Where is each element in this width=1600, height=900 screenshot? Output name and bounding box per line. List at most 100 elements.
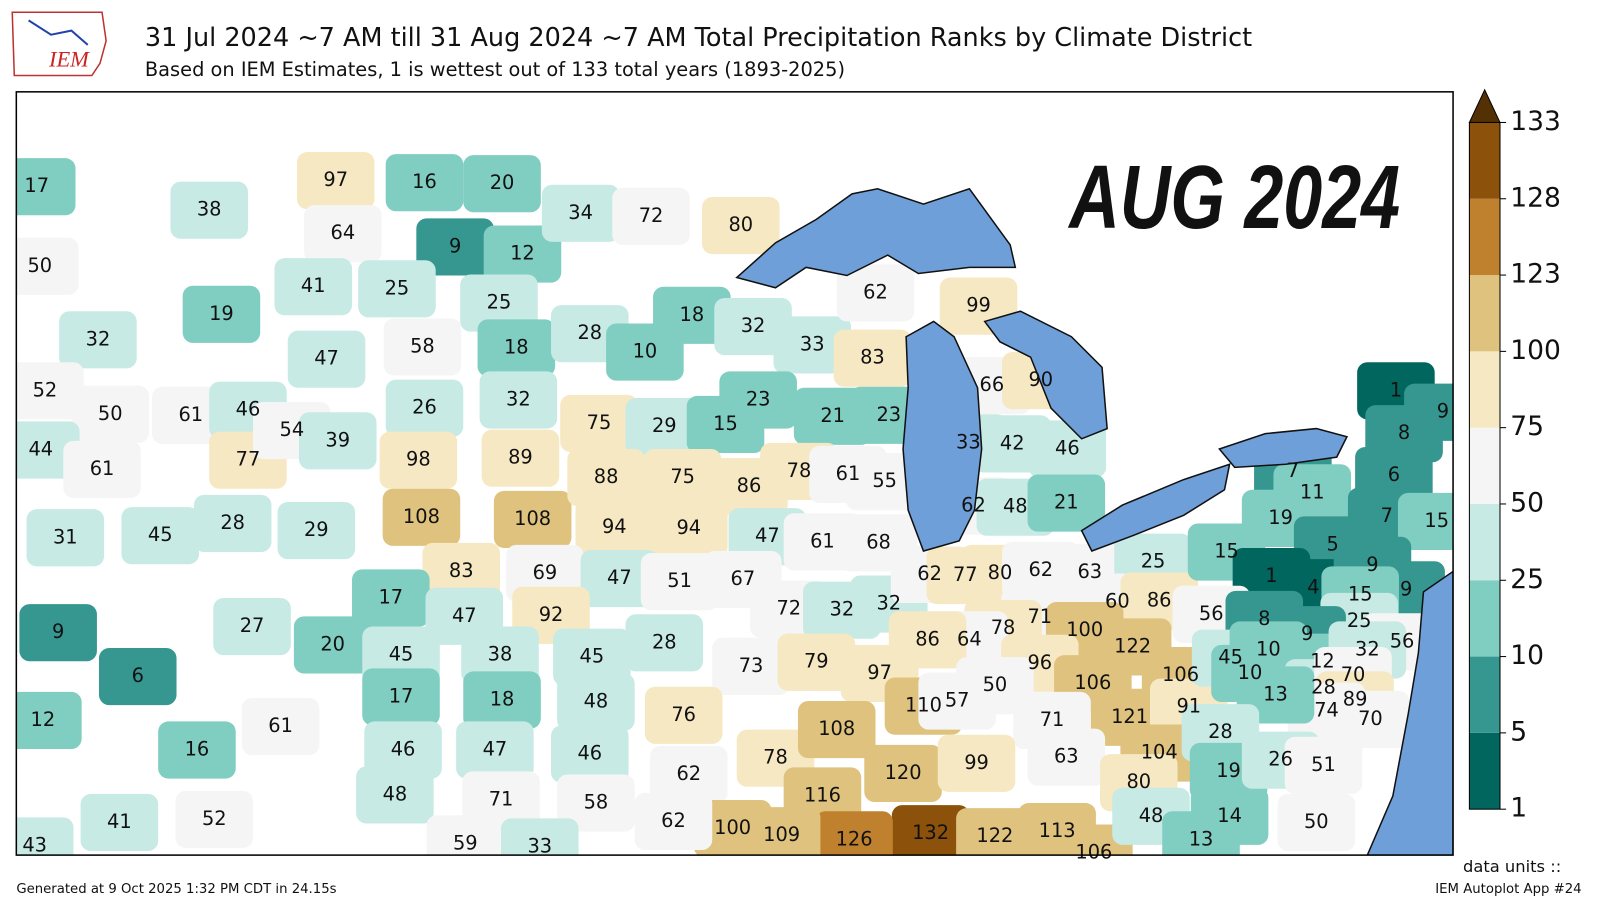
district xyxy=(379,431,458,489)
district-rank: 64 xyxy=(331,221,356,244)
colorbar-tick-label: 128 xyxy=(1510,182,1561,213)
district-rank: 10 xyxy=(1238,661,1263,684)
district-rank: 97 xyxy=(867,661,892,684)
colorbar-tick-label: 25 xyxy=(1510,564,1544,595)
district-rank: 94 xyxy=(602,515,627,538)
annotation: AUG 2024 xyxy=(1068,148,1401,248)
district-rank: 33 xyxy=(527,834,552,857)
district-rank: 18 xyxy=(680,303,705,326)
district-rank: 46 xyxy=(1055,436,1080,459)
colorbar-tick-label: 100 xyxy=(1510,335,1561,366)
district xyxy=(1162,811,1240,856)
lake-ontario xyxy=(1218,427,1349,469)
district-rank: 11 xyxy=(1300,480,1325,503)
district xyxy=(358,260,436,318)
district xyxy=(456,721,534,779)
district-rank: 12 xyxy=(510,242,535,265)
district xyxy=(560,394,638,453)
colorbar-bin xyxy=(1469,427,1500,504)
district-rank: 98 xyxy=(406,448,431,471)
district xyxy=(26,509,105,567)
district-rank: 20 xyxy=(320,632,345,655)
district-rank: 41 xyxy=(301,274,326,297)
district-rank: 57 xyxy=(945,689,970,712)
district-rank: 33 xyxy=(956,430,981,453)
district xyxy=(634,792,713,850)
district-rank: 126 xyxy=(836,827,873,850)
district xyxy=(493,490,572,548)
lake-michigan xyxy=(902,320,983,552)
colorbar-tick-label: 75 xyxy=(1510,411,1544,442)
district-rank: 74 xyxy=(1314,699,1339,722)
district-rank: 78 xyxy=(991,616,1016,639)
district-rank: 7 xyxy=(1381,504,1393,527)
district-rank: 38 xyxy=(197,198,222,221)
district xyxy=(460,274,538,332)
district-rank: 78 xyxy=(763,746,788,769)
district-rank: 122 xyxy=(976,824,1013,847)
district-rank: 9 xyxy=(1301,622,1313,645)
district-rank: 32 xyxy=(86,327,111,350)
district-rank: 45 xyxy=(580,645,605,668)
district-rank: 61 xyxy=(810,529,835,552)
district xyxy=(16,158,76,216)
district xyxy=(815,811,893,856)
district-rank: 26 xyxy=(1268,748,1293,771)
district-rank: 75 xyxy=(587,411,612,434)
district-rank: 28 xyxy=(652,630,677,653)
district-rank: 44 xyxy=(28,438,53,461)
lake-superior xyxy=(735,187,1017,289)
colorbar-bin xyxy=(1469,656,1500,733)
colorbar-bin xyxy=(1469,351,1500,428)
district-rank: 52 xyxy=(202,807,227,830)
district xyxy=(1027,728,1106,786)
district xyxy=(385,154,464,212)
district-rank: 99 xyxy=(966,294,991,317)
district xyxy=(1027,474,1106,532)
district xyxy=(501,818,579,856)
district-rank: 50 xyxy=(98,402,123,425)
district-rank: 97 xyxy=(323,168,348,191)
district-rank: 10 xyxy=(1256,638,1281,661)
district-rank: 48 xyxy=(1139,804,1164,827)
district-rank: 108 xyxy=(818,717,855,740)
logo-text: IEM xyxy=(48,46,90,71)
district-rank: 31 xyxy=(53,525,78,548)
district-rank: 47 xyxy=(483,738,508,761)
district xyxy=(98,647,177,706)
district xyxy=(16,691,82,749)
district-rank: 18 xyxy=(490,688,515,711)
district-rank: 21 xyxy=(1054,491,1079,514)
district xyxy=(158,721,236,779)
district-rank: 108 xyxy=(403,505,440,528)
district xyxy=(364,721,442,779)
district xyxy=(16,237,79,295)
map-frame xyxy=(15,91,1454,856)
district xyxy=(483,225,562,283)
district xyxy=(864,744,942,803)
district xyxy=(553,628,631,686)
district xyxy=(422,542,500,600)
district-rank: 9 xyxy=(449,234,461,257)
district-rank: 62 xyxy=(661,809,686,832)
district-rank: 28 xyxy=(220,511,245,534)
district xyxy=(462,771,540,829)
district-rank: 15 xyxy=(1214,540,1239,563)
district xyxy=(19,604,97,662)
district-rank: 9 xyxy=(1366,553,1378,576)
district-rank: 62 xyxy=(917,562,942,585)
district-rank: 59 xyxy=(453,831,478,854)
district-rank: 78 xyxy=(787,459,812,482)
district xyxy=(477,319,556,377)
district-rank: 10 xyxy=(633,340,658,363)
district-rank: 15 xyxy=(1424,509,1449,532)
district-rank: 62 xyxy=(863,280,888,303)
district-rank: 60 xyxy=(1105,590,1130,613)
district-rank: 27 xyxy=(240,614,265,637)
district xyxy=(1284,736,1363,794)
lake-erie xyxy=(1080,463,1231,552)
district-rank: 33 xyxy=(800,332,825,355)
district-rank: 62 xyxy=(1028,558,1053,581)
district-rank: 100 xyxy=(714,816,751,839)
